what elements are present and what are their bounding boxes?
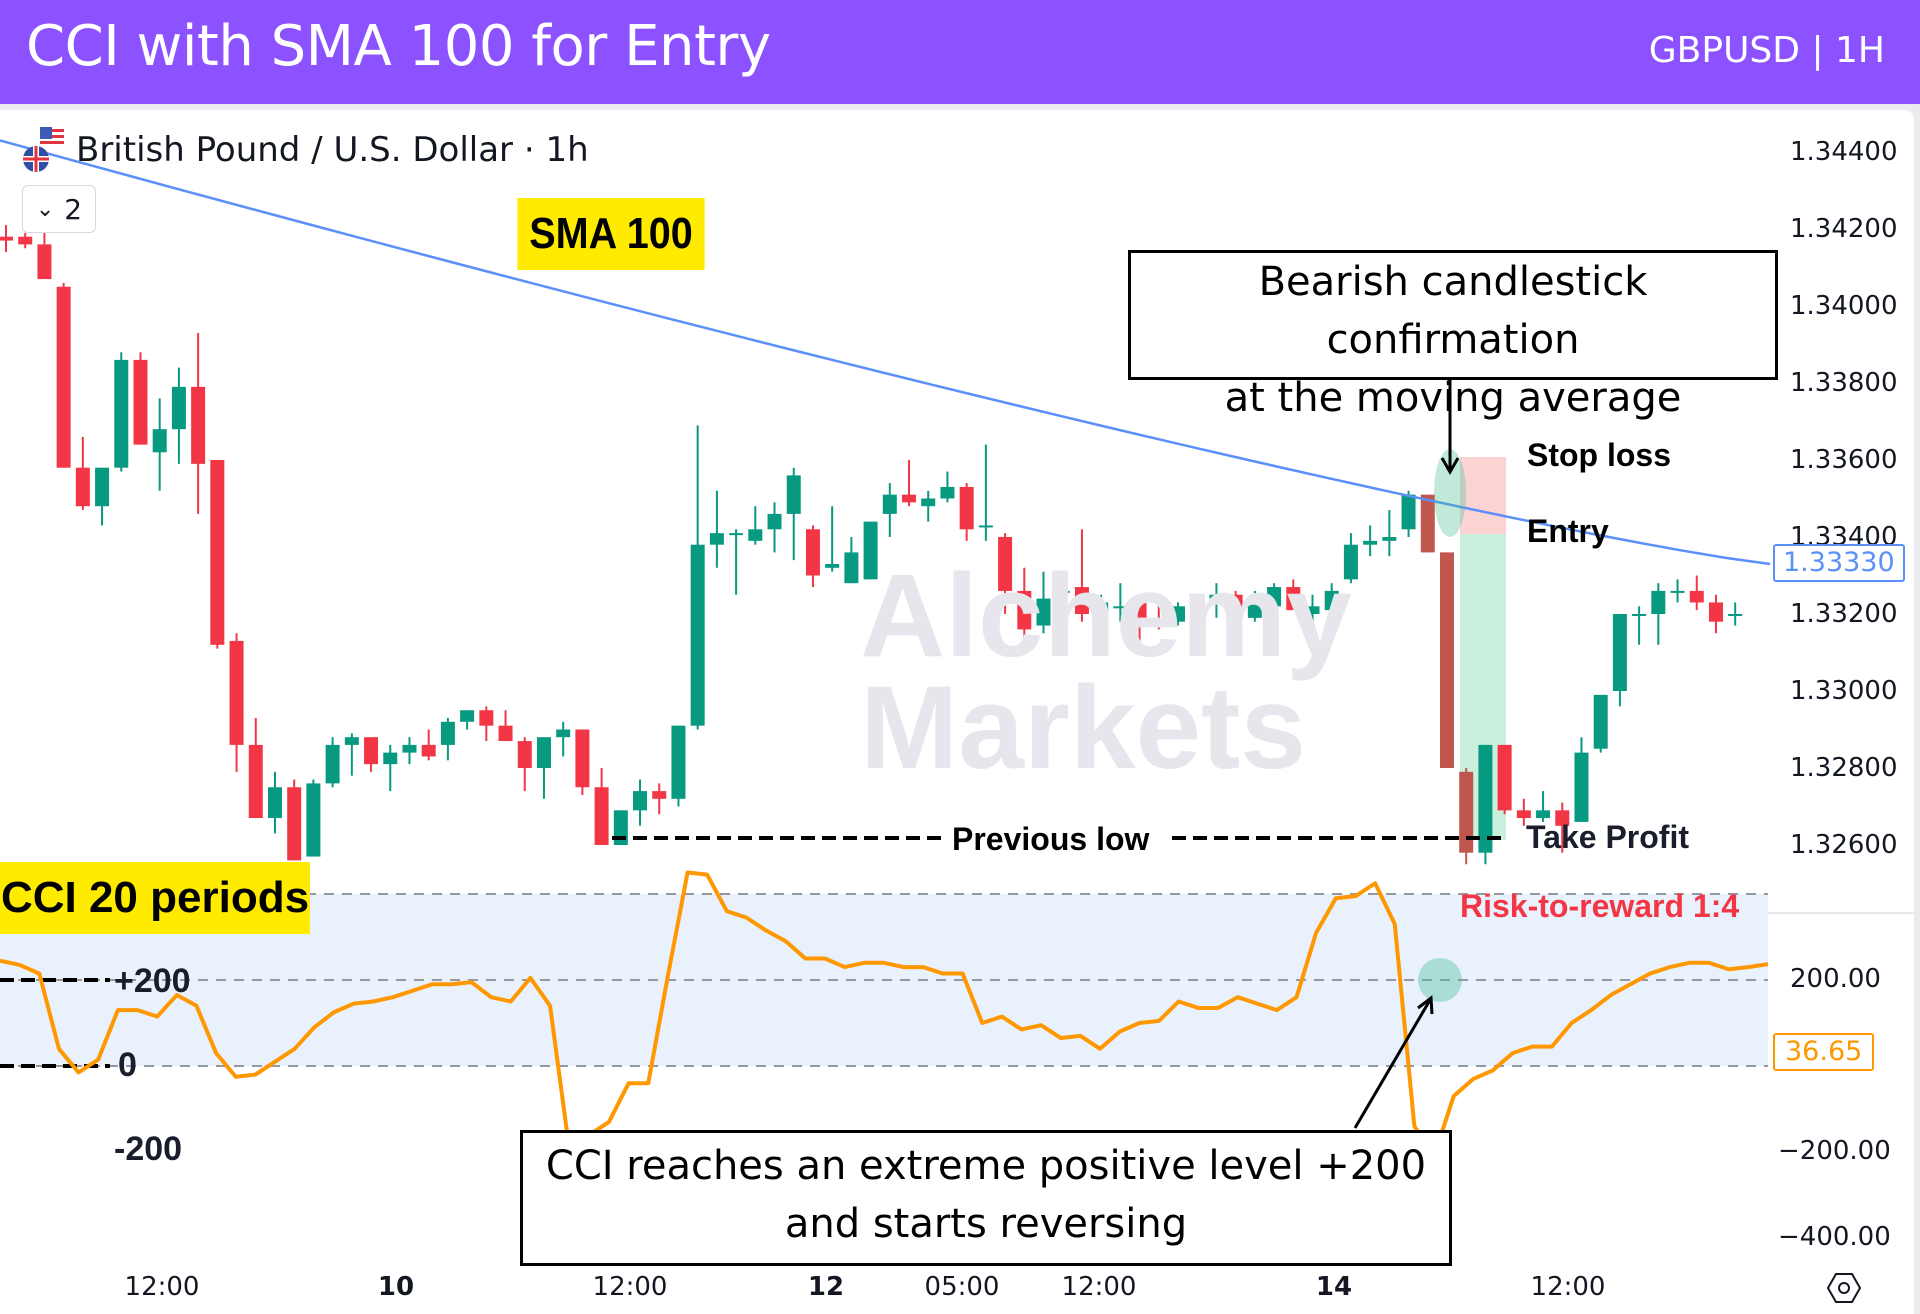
cci-minus200-label: -200 — [114, 1130, 183, 1168]
price-tick: 1.33000 — [1790, 676, 1898, 706]
watermark-line1: Alchemy — [860, 550, 1352, 682]
price-tick: 1.33200 — [1790, 599, 1898, 629]
annotation-bearish-confirmation: Bearish candlestick confirmation at the … — [1128, 250, 1778, 421]
symbol-timeframe: GBPUSD | 1H — [1648, 30, 1885, 71]
time-tick: 12:00 — [592, 1272, 668, 1302]
sma-100-label: SMA 100 — [517, 198, 705, 270]
entry-label: Entry — [1527, 513, 1609, 549]
watermark-line2: Markets — [860, 662, 1307, 794]
price-tick: 1.33800 — [1790, 368, 1898, 398]
price-tick: 1.32800 — [1790, 753, 1898, 783]
indicator-count: 2 — [64, 192, 83, 226]
stop-loss-label: Stop loss — [1527, 437, 1672, 473]
sma-current-price-badge: 1.33330 — [1773, 544, 1905, 582]
time-tick: 05:00 — [924, 1272, 1000, 1302]
collapse-indicators-button[interactable]: ⌄ 2 — [22, 185, 96, 233]
currency-flags-icon — [22, 125, 72, 175]
cci-tick: 200.00 — [1790, 964, 1881, 994]
us-flag-icon — [40, 127, 64, 151]
cci-zero-label: 0 — [118, 1046, 137, 1084]
chart-settings-icon[interactable] — [1826, 1270, 1862, 1306]
annotation-bottom-line2: and starts reversing — [784, 1201, 1188, 1247]
title-bar: CCI with SMA 100 for Entry GBPUSD | 1H — [0, 0, 1920, 104]
price-tick: 1.33600 — [1790, 445, 1898, 475]
time-tick: 12:00 — [1061, 1272, 1137, 1302]
uk-flag-icon — [23, 146, 49, 172]
time-tick: 12:00 — [1530, 1272, 1606, 1302]
take-profit-label: Take Profit — [1526, 819, 1689, 855]
price-tick: 1.34000 — [1790, 291, 1898, 321]
time-tick: 12:00 — [124, 1272, 200, 1302]
watermark: Alchemy Markets — [860, 550, 1352, 794]
previous-low-label: Previous low — [952, 821, 1150, 857]
time-tick: 10 — [377, 1272, 415, 1302]
price-tick: 1.32600 — [1790, 830, 1898, 860]
cci-20-label: CCI 20 periods — [0, 862, 310, 934]
risk-reward-label: Risk-to-reward 1:4 — [1460, 888, 1740, 924]
cci-tick: −200.00 — [1778, 1136, 1891, 1166]
annotation-cci-extreme: CCI reaches an extreme positive level +2… — [520, 1130, 1452, 1266]
chevron-down-icon: ⌄ — [35, 196, 55, 222]
page-title: CCI with SMA 100 for Entry — [26, 14, 771, 79]
cci-tick: −400.00 — [1778, 1222, 1891, 1252]
price-tick: 1.34200 — [1790, 214, 1898, 244]
chart-legend[interactable]: British Pound / U.S. Dollar · 1h — [22, 125, 589, 175]
price-tick: 1.34400 — [1790, 137, 1898, 167]
annotation-top-line1: Bearish candlestick confirmation — [1258, 259, 1648, 363]
annotation-bottom-line1: CCI reaches an extreme positive level +2… — [545, 1143, 1427, 1189]
cci-current-value-badge: 36.65 — [1773, 1033, 1875, 1071]
cci-plus200-label: +200 — [114, 962, 191, 1000]
instrument-name: British Pound / U.S. Dollar · 1h — [76, 130, 589, 170]
annotation-top-line2: at the moving average — [1224, 375, 1682, 421]
time-tick: 12 — [807, 1272, 845, 1302]
time-tick: 14 — [1315, 1272, 1353, 1302]
